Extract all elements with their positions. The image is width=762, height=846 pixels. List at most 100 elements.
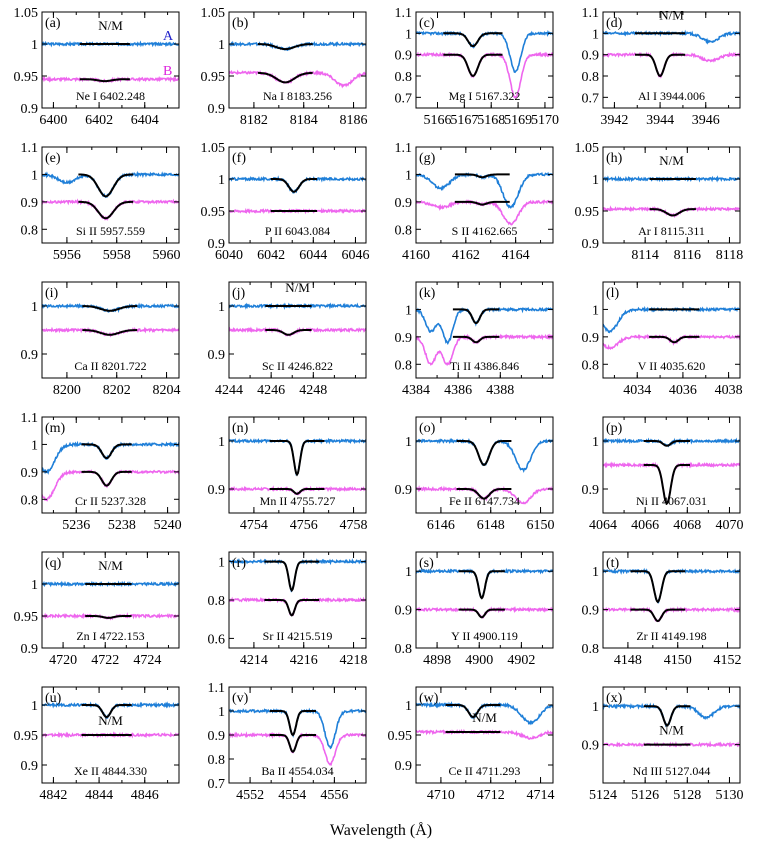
spectrum-b-line (603, 51, 740, 79)
y-tick-label: 0.9 (208, 729, 226, 744)
y-tick-label: 1 (405, 565, 412, 580)
x-tick-label: 6046 (341, 248, 369, 263)
plot-frame (228, 281, 367, 379)
line-id-label: Zr II 4149.198 (636, 629, 706, 643)
spectrum-a-line (416, 437, 553, 474)
plot-frame (415, 281, 554, 379)
y-tick-label: 0.9 (21, 759, 39, 774)
spectrum-b-line (42, 731, 179, 739)
line-id-label: Mg I 5167.322 (449, 89, 521, 103)
x-tick-label: 6044 (299, 248, 327, 263)
x-tick-label: 6402 (85, 113, 113, 128)
fit-a-line (643, 705, 691, 727)
plot-frame (602, 146, 741, 244)
panel-label: (l) (606, 286, 620, 301)
x-tick-label: 5958 (103, 248, 131, 263)
y-tick-label: 0.9 (582, 739, 600, 754)
y-tick-label: 0.7 (395, 91, 413, 106)
plot-frame (228, 146, 367, 244)
y-tick-label: 0.8 (395, 70, 413, 85)
chart-panel: 0.9 0.95 1 1.05 6400 6402 6404 (a) Ne I 6402.248… (14, 6, 180, 128)
x-tick-label: 4244 (215, 383, 243, 398)
spectrum-b-line (42, 612, 179, 621)
y-tick-label: 1 (405, 435, 412, 450)
x-tick-label: 8202 (103, 383, 131, 398)
chart-panel: 0.9 1 4244 4246 4248 (j) Sc II 4246.822 N/M (208, 280, 367, 398)
x-tick-label: 8200 (53, 383, 81, 398)
y-tick-label: 0.9 (21, 466, 39, 481)
y-tick-label: 0.9 (21, 642, 39, 657)
panel-label: (i) (45, 286, 59, 301)
panel-label: (s) (419, 556, 434, 571)
chart-panel: 0.9 0.95 1 1.05 8114 8116 8118 (h) Ar I 8115.311… (575, 141, 744, 263)
fit-b-line (81, 470, 132, 487)
not-measured-label: N/M (285, 280, 310, 295)
chart-panel: 0.8 0.9 1 4034 4036 4038 (l) V II 4035.620 (582, 281, 743, 398)
star-a-label: A (163, 29, 174, 44)
y-tick-label: 1.05 (201, 141, 226, 156)
not-measured-label: N/M (98, 18, 123, 33)
y-tick-label: 0.8 (395, 223, 413, 238)
y-tick-label: 1.05 (14, 6, 39, 21)
panel-label: (q) (45, 556, 62, 571)
panel-label: (f) (232, 151, 246, 166)
fit-b-line (79, 78, 130, 83)
x-tick-label: 4898 (423, 653, 451, 668)
x-tick-label: 4714 (527, 788, 555, 803)
panel-label: (x) (606, 691, 623, 706)
y-tick-label: 0.8 (582, 70, 600, 85)
y-tick-label: 1 (405, 303, 412, 318)
x-tick-label: 8182 (240, 113, 268, 128)
fit-b-line (649, 208, 696, 217)
x-tick-label: 4150 (664, 653, 692, 668)
plot-frame (415, 11, 554, 109)
y-tick-label: 1 (31, 38, 38, 53)
x-tick-label: 4720 (49, 653, 77, 668)
y-tick-label: 0.95 (388, 729, 413, 744)
line-id-label: S II 4162.665 (452, 224, 518, 238)
x-tick-label: 6150 (527, 518, 555, 533)
line-id-label: P II 6043.084 (265, 224, 330, 238)
x-tick-label: 4214 (240, 653, 268, 668)
fit-b-line (78, 200, 134, 220)
x-axis-label: Wavelength (Å) (329, 822, 433, 839)
plot-frame (602, 281, 741, 379)
x-tick-label: 4066 (631, 518, 659, 533)
chart-panel: 0.9 1 6146 6148 6150 (o) Fe II 6147.734 (395, 416, 555, 533)
panel-label: (u) (45, 691, 62, 706)
chart-panel: 0.7 0.8 0.9 1 1.1 4552 4554 4556 (v) Ba II 4554.0… (208, 681, 367, 803)
x-tick-label: 4724 (133, 653, 161, 668)
y-tick-label: 0.9 (582, 237, 600, 252)
x-tick-label: 5238 (108, 518, 136, 533)
line-id-label: Xe II 4844.330 (74, 764, 147, 778)
y-tick-label: 1.05 (575, 141, 600, 156)
y-tick-label: 0.9 (395, 759, 413, 774)
x-tick-label: 4842 (39, 788, 67, 803)
line-id-label: V II 4035.620 (638, 359, 705, 373)
not-measured-label: N/M (472, 710, 497, 725)
fit-b-line (269, 734, 316, 754)
plot-frame (41, 551, 180, 649)
x-tick-label: 4160 (402, 248, 430, 263)
x-tick-label: 6404 (131, 113, 159, 128)
x-tick-label: 4248 (299, 383, 327, 398)
x-tick-label: 4034 (623, 383, 651, 398)
spectrum-a-line (416, 700, 553, 726)
y-tick-label: 0.7 (582, 91, 600, 106)
y-tick-label: 1.1 (208, 681, 226, 696)
chart-panel: 0.9 0.95 1 1.05 6040 6042 6044 6046 (f) P II 6043… (201, 141, 370, 263)
x-tick-label: 4246 (257, 383, 285, 398)
y-tick-label: 1 (218, 556, 225, 571)
spectrum-a-line (229, 437, 366, 476)
x-tick-label: 5126 (631, 788, 659, 803)
y-tick-label: 0.8 (208, 753, 226, 768)
chart-panel: 0.9 0.95 1 4710 4712 4714 (w) Ce II 4711.293 N/M (388, 686, 555, 803)
line-id-label: Nd III 5127.044 (633, 764, 711, 778)
x-tick-label: 4556 (320, 788, 348, 803)
line-id-label: Cr II 5237.328 (75, 494, 146, 508)
spectrum-b-line (229, 69, 366, 89)
fit-b-line (458, 608, 505, 619)
y-tick-label: 1 (592, 303, 599, 318)
